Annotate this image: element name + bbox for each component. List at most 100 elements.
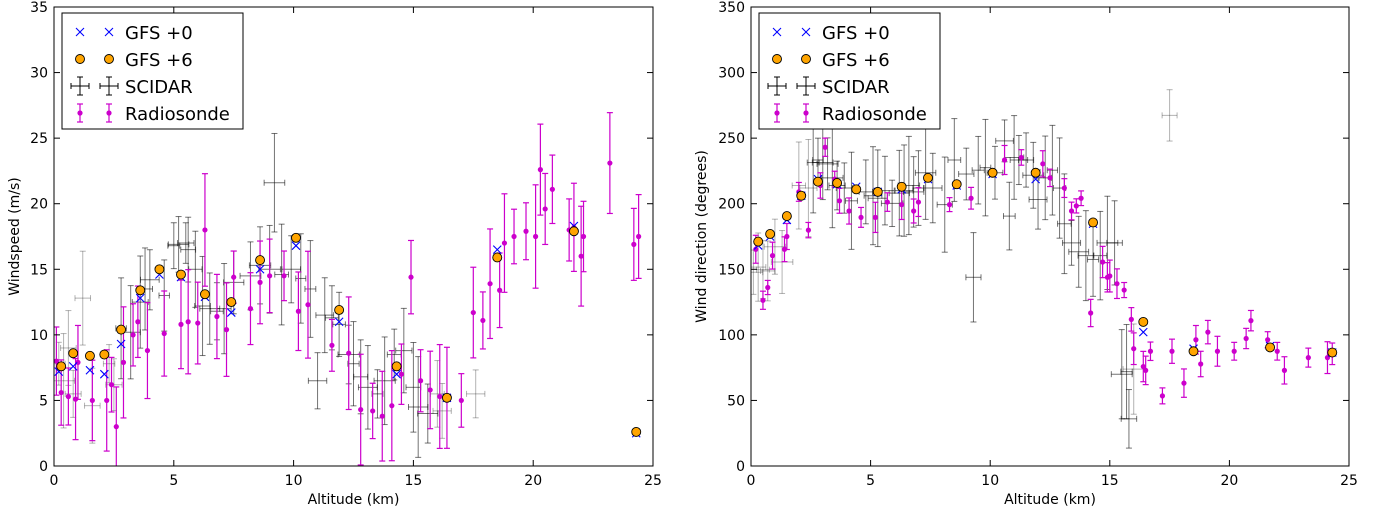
legend-entry: GFS +0: [772, 23, 890, 44]
legend-entry: GFS +6: [75, 50, 193, 71]
radiosonde-point: [496, 252, 503, 329]
radiosonde-point: [783, 222, 790, 251]
radiosonde-point: [436, 343, 443, 450]
radiosonde-point: [1324, 341, 1331, 375]
radiosonde-point: [470, 266, 477, 359]
scidar-point: [1106, 200, 1123, 286]
radiosonde-point: [1305, 347, 1312, 368]
radiosonde-point: [1197, 350, 1204, 378]
radiosonde-point: [968, 186, 975, 210]
radiosonde-point: [103, 349, 110, 452]
radiosonde-point: [281, 250, 288, 302]
y-tick-label: 150: [718, 262, 745, 278]
legend-label: SCIDAR: [822, 77, 890, 98]
x-axis-label: Altitude (km): [1004, 492, 1096, 508]
scidar-point: [177, 222, 195, 264]
data-layer: [751, 89, 1338, 449]
radiosonde-point: [1078, 190, 1085, 207]
radiosonde-point: [257, 240, 264, 325]
scidar-point: [347, 321, 360, 407]
radiosonde-point: [1039, 150, 1046, 178]
gfs6-point: [923, 172, 933, 183]
radiosonde-point: [1047, 168, 1053, 188]
legend-label: GFS +0: [125, 23, 193, 44]
radiosonde-point: [1214, 335, 1221, 367]
radiosonde-point: [185, 269, 192, 375]
radiosonde-point: [1061, 178, 1068, 199]
radiosonde-point: [479, 291, 486, 350]
radiosonde-point: [501, 193, 508, 293]
gfs6-point: [391, 361, 402, 372]
legend-label: Radiosonde: [125, 104, 230, 125]
scidar-point: [332, 291, 346, 357]
scidar-point: [466, 369, 486, 419]
scidar-point: [307, 352, 328, 410]
series-gfs-6: [753, 167, 1338, 358]
y-tick-label: 200: [718, 197, 745, 213]
radiosonde-point: [427, 350, 434, 430]
scidar-point: [371, 369, 384, 419]
gfs6-point: [872, 186, 883, 197]
radiosonde-point: [417, 349, 424, 413]
gfs0-point: [116, 339, 126, 349]
x-tick-label: 0: [50, 473, 59, 489]
gfs0-point: [226, 308, 236, 317]
gfs0-point: [68, 361, 78, 371]
gfs6-point: [176, 269, 186, 280]
scidar-point: [167, 222, 181, 270]
radiosonde-point: [1142, 355, 1149, 386]
gfs6-point: [1030, 167, 1041, 178]
x-tick-label: 25: [1340, 473, 1358, 489]
scidar-point: [858, 159, 873, 225]
legend-entry: SCIDAR: [767, 76, 890, 98]
gfs6-point: [441, 392, 452, 403]
radiosonde-point: [1204, 319, 1211, 345]
radiosonde-point: [357, 353, 364, 466]
legend-label: Radiosonde: [822, 104, 927, 125]
radiosonde-point: [1121, 281, 1128, 299]
data-layer: [54, 112, 642, 466]
radiosonde-point: [915, 187, 922, 218]
radiosonde-point: [537, 123, 544, 216]
scidar-point: [140, 249, 160, 311]
scidar-point: [923, 152, 943, 224]
x-tick-label: 10: [285, 473, 303, 489]
scidar-point: [1120, 389, 1138, 449]
gfs0-point: [492, 245, 502, 255]
x-tick-label: 15: [1101, 473, 1119, 489]
y-tick-label: 5: [39, 393, 48, 409]
gfs6-point: [1088, 217, 1099, 228]
gfs6-point: [781, 211, 792, 222]
scidar-point: [965, 232, 982, 323]
y-axis-label: Wind direction (degrees): [694, 150, 710, 323]
gfs0-point: [291, 241, 301, 251]
radiosonde-point: [1087, 298, 1094, 328]
legend-entry: Radiosonde: [774, 103, 927, 125]
scidar-point: [1003, 181, 1016, 251]
gfs6-point: [199, 289, 210, 300]
gfs6-point: [154, 264, 165, 275]
radiosonde-point: [769, 241, 776, 270]
radiosonde-point: [759, 290, 766, 310]
x-tick-label: 0: [747, 473, 756, 489]
gfs0-point: [334, 317, 344, 327]
radiosonde-point: [54, 326, 60, 396]
radiosonde-point: [606, 112, 613, 215]
gfs6-point: [753, 236, 764, 247]
radiosonde-point: [1274, 341, 1281, 361]
legend-label: GFS +6: [125, 50, 193, 71]
radiosonde-point: [487, 228, 494, 340]
radiosonde-point: [201, 173, 208, 287]
plot-frame: [750, 6, 1350, 467]
gfs6-point: [1138, 316, 1149, 327]
radiosonde-point: [458, 373, 465, 428]
scidar-point: [1046, 124, 1059, 216]
gfs6-point: [765, 228, 776, 239]
radiosonde-point: [910, 198, 917, 224]
y-tick-label: 25: [30, 131, 48, 147]
radiosonde-point: [223, 282, 230, 377]
gfs0-point: [99, 369, 109, 379]
gfs6-point: [84, 350, 95, 361]
radiosonde-point: [194, 281, 201, 365]
radiosonde-point: [532, 184, 539, 289]
